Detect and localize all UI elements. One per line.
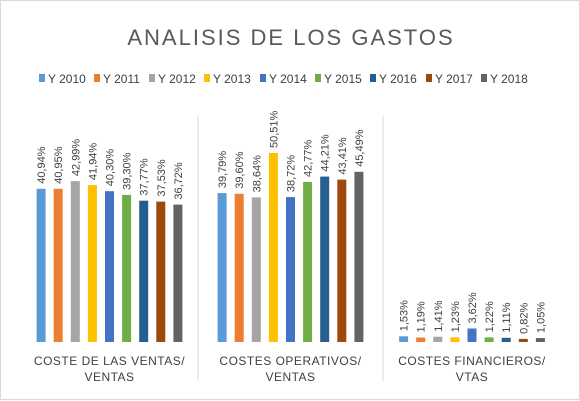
bar-y-2017-cat-0 [156,201,166,342]
value-label: 1,53% [399,300,411,331]
category-label: COSTES FINANCIEROS/ [398,354,546,368]
bar-y-2015-cat-2 [484,337,494,342]
bar-y-2013-cat-2 [450,337,460,342]
legend-swatch-y-2018 [481,74,487,82]
legend-label-y-2016: Y 2016 [379,72,417,86]
bar-y-2013-cat-1 [268,153,278,342]
value-label: 36,72% [173,162,185,200]
bar-y-2017-cat-2 [518,338,528,342]
bar-y-2013-cat-0 [87,185,97,342]
value-label: 0,82% [518,302,530,333]
bar-y-2011-cat-1 [234,193,244,342]
bar-y-2012-cat-0 [70,181,80,342]
bar-y-2016-cat-0 [139,200,149,342]
value-label: 40,30% [105,149,117,187]
category-label: VTAS [456,370,488,384]
value-labels: 40,94% 40,95% 42,99% 41,94% 40,30% 39,30% 37,7… [36,110,547,333]
value-label: 1,19% [416,301,428,332]
bar-y-2010-cat-0 [36,188,46,342]
bar-y-2011-cat-0 [53,188,63,342]
value-label: 1,22% [484,301,496,332]
legend-label-y-2012: Y 2012 [158,72,196,86]
bar-y-2018-cat-1 [354,171,364,342]
category-label: VENTAS [84,370,134,384]
value-label: 1,41% [433,300,445,331]
bar-y-2015-cat-0 [122,194,132,342]
legend-label-y-2010: Y 2010 [48,72,86,86]
legend-swatch-y-2016 [370,74,376,82]
bars [36,153,545,342]
legend-swatch-y-2012 [149,74,155,82]
bar-y-2016-cat-2 [501,337,511,342]
value-label: 42,99% [70,139,82,177]
value-label: 1,05% [535,302,547,333]
bar-y-2010-cat-1 [217,193,227,342]
value-label: 39,30% [122,152,134,190]
bar-y-2014-cat-2 [467,328,477,342]
legend-swatch-y-2011 [94,74,100,82]
bar-y-2014-cat-0 [105,191,114,342]
category-separators [197,116,384,381]
value-label: 40,95% [53,146,65,184]
bar-y-2018-cat-0 [173,204,183,342]
value-label: 40,94% [36,146,48,184]
value-label: 37,77% [139,158,151,196]
value-label: 37,53% [156,159,168,197]
bar-y-2015-cat-1 [303,182,313,342]
legend-label-y-2013: Y 2013 [213,72,251,86]
value-label: 44,21% [320,134,332,172]
chart-title: ANALISIS DE LOS GASTOS [127,25,454,50]
legend-swatch-y-2013 [204,74,210,82]
category-label: COSTES OPERATIVOS/ [219,354,361,368]
bar-y-2014-cat-1 [286,197,295,342]
value-label: 39,79% [217,151,229,189]
value-label: 1,11% [501,302,513,333]
value-label: 1,23% [450,301,462,332]
value-label: 43,41% [337,137,349,175]
legend-swatch-y-2014 [260,74,266,82]
legend-label-y-2014: Y 2014 [269,72,307,86]
bar-y-2012-cat-1 [251,197,261,342]
legend-label-y-2015: Y 2015 [324,72,362,86]
bar-y-2011-cat-2 [416,337,426,342]
bar-y-2016-cat-1 [320,176,330,342]
value-label: 38,64% [251,155,263,193]
legend-swatch-y-2017 [426,74,432,82]
bar-y-2017-cat-1 [337,179,347,342]
legend-swatch-y-2010 [39,74,45,82]
value-label: 38,72% [286,155,298,193]
legend-label-y-2018: Y 2018 [490,72,528,86]
category-labels: COSTE DE LAS VENTAS/VENTAS COSTES OPERATI… [34,354,546,384]
value-label: 41,94% [87,143,99,181]
category-label: COSTE DE LAS VENTAS/ [34,354,185,368]
legend-label-y-2011: Y 2011 [103,72,140,86]
value-label: 45,49% [354,129,366,167]
bar-y-2010-cat-2 [399,336,409,342]
value-label: 42,77% [303,139,315,177]
value-label: 39,60% [234,151,246,189]
legend: Y 2010 Y 2011 Y 2012 Y 2013 Y 2014 Y 2015 Y 20… [39,72,528,86]
bar-y-2018-cat-2 [535,338,545,342]
bar-y-2012-cat-2 [433,336,443,342]
value-label: 50,51% [268,110,280,148]
legend-label-y-2017: Y 2017 [435,72,473,86]
value-label: 3,62% [467,292,479,323]
legend-swatch-y-2015 [315,74,321,82]
category-label: VENTAS [265,370,315,384]
